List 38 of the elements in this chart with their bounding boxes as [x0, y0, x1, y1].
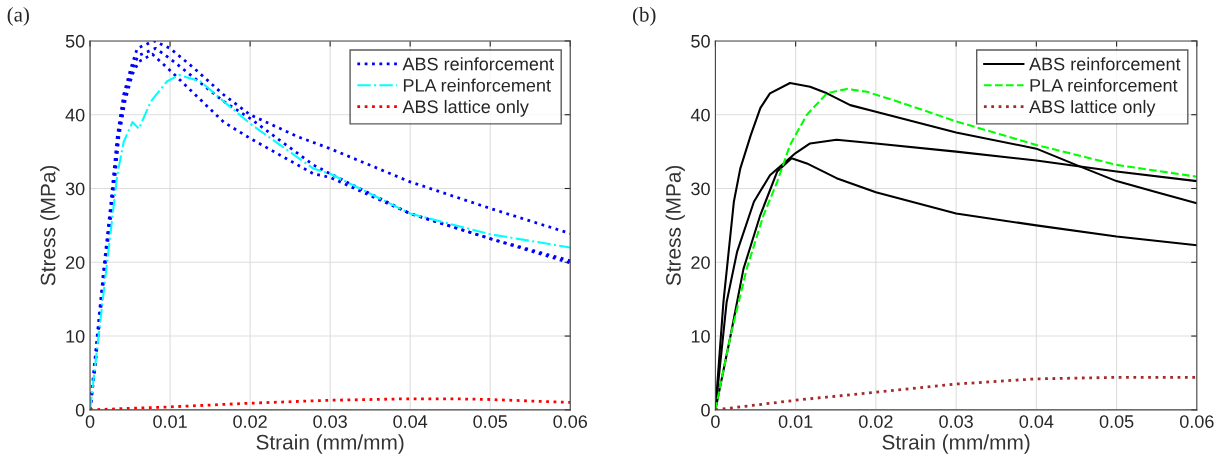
legend-label: ABS lattice only [1029, 99, 1156, 117]
x-tick-label: 0.03 [313, 415, 347, 428]
legend-label: ABS reinforcement [402, 57, 554, 71]
x-tick-label: 0.06 [553, 415, 588, 428]
y-tick-label: 50 [691, 34, 710, 48]
x-axis-title: Strain (mm/mm) [882, 434, 1030, 454]
x-tick-label: 0.01 [153, 415, 187, 428]
y-tick-label: 30 [65, 182, 85, 196]
legend-label: ABS reinforcement [1029, 57, 1181, 71]
y-tick-label: 20 [66, 256, 85, 269]
x-tick-label: 0.02 [233, 415, 267, 428]
legend-label: PLA reinforcement [1030, 78, 1178, 92]
y-tick-label: 0 [75, 403, 85, 417]
chart-title: (b) [633, 6, 656, 26]
x-tick-label: 0.04 [393, 415, 428, 428]
y-axis-title: Stress (MPa) [665, 165, 685, 286]
x-axis-title: Strain (mm/mm) [256, 434, 404, 454]
y-axis-title: Stress (MPa) [40, 165, 60, 286]
y-tick-label: 40 [690, 108, 710, 122]
y-tick-label: 10 [66, 329, 85, 343]
legend-label: ABS lattice only [402, 99, 529, 117]
y-tick-label: 0 [701, 403, 710, 417]
x-tick-label: 0.01 [778, 415, 813, 428]
x-tick-label: 0.04 [1019, 415, 1054, 428]
x-tick-label: 0.03 [939, 415, 973, 428]
x-tick-label: 0.02 [859, 415, 893, 428]
y-tick-label: 50 [65, 34, 85, 48]
y-tick-label: 10 [691, 329, 710, 343]
x-tick-label: 0.05 [1099, 415, 1134, 428]
y-tick-label: 30 [691, 182, 710, 196]
y-tick-label: 20 [691, 256, 710, 269]
x-tick-label: 0.06 [1179, 415, 1214, 428]
x-tick-label: 0.05 [473, 415, 508, 428]
legend-label: PLA reinforcement [403, 78, 551, 92]
chart-title: (a) [7, 6, 29, 26]
y-tick-label: 40 [65, 108, 85, 122]
x-tick-label: 0 [711, 415, 720, 428]
x-tick-label: 0 [85, 415, 95, 428]
